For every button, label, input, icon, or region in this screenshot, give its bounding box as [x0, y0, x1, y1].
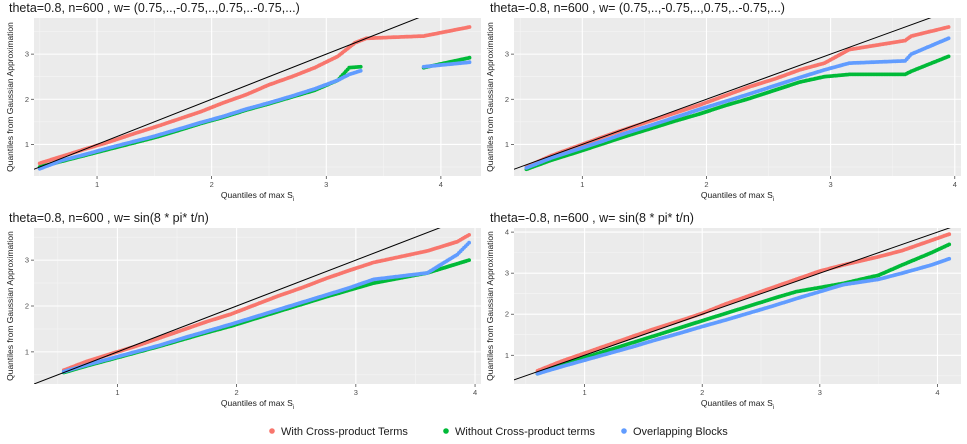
legend: With Cross-product Terms Without Cross-pr… — [269, 426, 728, 438]
point — [946, 25, 951, 29]
x-tick-label: 4 — [953, 180, 957, 189]
panel-1: theta=0.8, n=600 , w= (0.75,..,-0.75,..,… — [5, 1, 481, 203]
panel-3: theta=0.8, n=600 , w= sin(8 * pi* t/n) 1 2… — [5, 211, 481, 411]
y-tick-label: 1 — [505, 140, 509, 149]
legend-marker — [443, 428, 449, 434]
y-tick-label: 1 — [505, 351, 509, 360]
x-axis-label-main: Quantiles of max S — [701, 398, 773, 408]
point — [467, 233, 471, 237]
x-axis-label-subscript: i — [293, 197, 294, 203]
x-axis-label: Quantiles of max Si — [701, 398, 774, 411]
y-axis-label: Quantiles from Gaussian Approximation — [5, 22, 15, 172]
x-axis-label: Quantiles of max Si — [221, 190, 294, 203]
point — [358, 64, 363, 69]
x-axis-label: Quantiles of max Si — [221, 398, 294, 411]
y-tick-label: 2 — [25, 95, 29, 104]
point — [947, 232, 952, 237]
x-tick-label: 2 — [210, 180, 214, 189]
x-tick-label: 1 — [580, 180, 584, 189]
point — [467, 240, 471, 245]
x-tick-label: 3 — [354, 388, 358, 397]
x-tick-label: 1 — [115, 388, 119, 397]
y-tick-label: 3 — [505, 50, 509, 59]
x-tick-label: 3 — [818, 388, 822, 397]
point — [946, 36, 951, 41]
x-tick-label: 4 — [439, 180, 443, 189]
y-tick-label: 4 — [505, 228, 509, 237]
y-tick-label: 1 — [25, 140, 29, 149]
series-without-cross-product-terms — [524, 54, 951, 172]
reference-line — [514, 228, 951, 381]
y-axis-label: Quantiles from Gaussian Approximation — [5, 231, 15, 381]
legend-item: Without Cross-product terms — [443, 426, 595, 438]
x-axis-label-subscript: i — [773, 405, 774, 411]
point — [467, 55, 472, 60]
y-axis-label: Quantiles from Gaussian Approximation — [485, 22, 495, 172]
y-tick-label: 2 — [505, 310, 509, 319]
x-tick-label: 3 — [324, 180, 328, 189]
plot-area — [34, 18, 481, 176]
x-tick-label: 4 — [473, 388, 477, 397]
x-tick-label: 2 — [704, 180, 708, 189]
point — [358, 68, 363, 73]
x-axis-label-main: Quantiles of max S — [221, 190, 293, 200]
legend-label: Without Cross-product terms — [455, 426, 595, 438]
panel-title: theta=0.8, n=600 , w= (0.75,..,-0.75,..,… — [9, 1, 300, 15]
x-tick-label: 3 — [829, 180, 833, 189]
x-tick-label: 1 — [582, 388, 586, 397]
x-tick-label: 2 — [700, 388, 704, 397]
x-axis-label-main: Quantiles of max S — [221, 398, 293, 408]
x-axis-label-subscript: i — [293, 405, 294, 411]
point — [467, 258, 471, 262]
plot-area — [34, 228, 481, 384]
panel-title: theta=0.8, n=600 , w= sin(8 * pi* t/n) — [9, 211, 209, 225]
plot-area — [514, 18, 961, 176]
panel-4: theta=-0.8, n=600 , w= sin(8 * pi* t/n) 1… — [485, 211, 961, 411]
point — [947, 242, 952, 247]
series-with-cross-product-terms — [37, 25, 472, 166]
y-axis-label: Quantiles from Gaussian Approximation — [485, 231, 495, 381]
point — [467, 60, 472, 65]
y-tick-label: 2 — [25, 302, 29, 311]
point — [946, 54, 951, 59]
series-overlapping-blocks — [535, 256, 952, 376]
legend-item: Overlapping Blocks — [621, 426, 728, 438]
point — [947, 256, 952, 261]
y-tick-label: 3 — [25, 50, 29, 59]
reference-line — [34, 228, 441, 384]
legend-marker — [621, 428, 627, 434]
y-tick-label: 2 — [505, 95, 509, 104]
reference-line — [514, 18, 932, 170]
legend-marker — [269, 428, 275, 434]
series-overlapping-blocks — [37, 60, 472, 171]
plot-area — [514, 228, 961, 384]
x-tick-label: 2 — [235, 388, 239, 397]
legend-label: Overlapping Blocks — [633, 426, 728, 438]
point — [467, 25, 472, 29]
series-with-cross-product-terms — [61, 233, 471, 373]
x-axis-label-subscript: i — [773, 197, 774, 203]
x-tick-label: 4 — [935, 388, 939, 397]
x-axis-label-main: Quantiles of max S — [701, 190, 773, 200]
reference-line — [34, 18, 420, 170]
panel-title: theta=-0.8, n=600 , w= (0.75,..,-0.75,..… — [490, 1, 785, 15]
series-overlapping-blocks — [524, 36, 951, 170]
panel-2: theta=-0.8, n=600 , w= (0.75,..,-0.75,..… — [485, 1, 961, 203]
legend-label: With Cross-product Terms — [281, 426, 408, 438]
legend-item: With Cross-product Terms — [269, 426, 408, 438]
panel-title: theta=-0.8, n=600 , w= sin(8 * pi* t/n) — [490, 211, 694, 225]
x-tick-label: 1 — [95, 180, 99, 189]
y-tick-label: 1 — [25, 347, 29, 356]
x-axis-label: Quantiles of max Si — [701, 190, 774, 203]
y-tick-label: 3 — [505, 269, 509, 278]
y-tick-label: 3 — [25, 256, 29, 265]
